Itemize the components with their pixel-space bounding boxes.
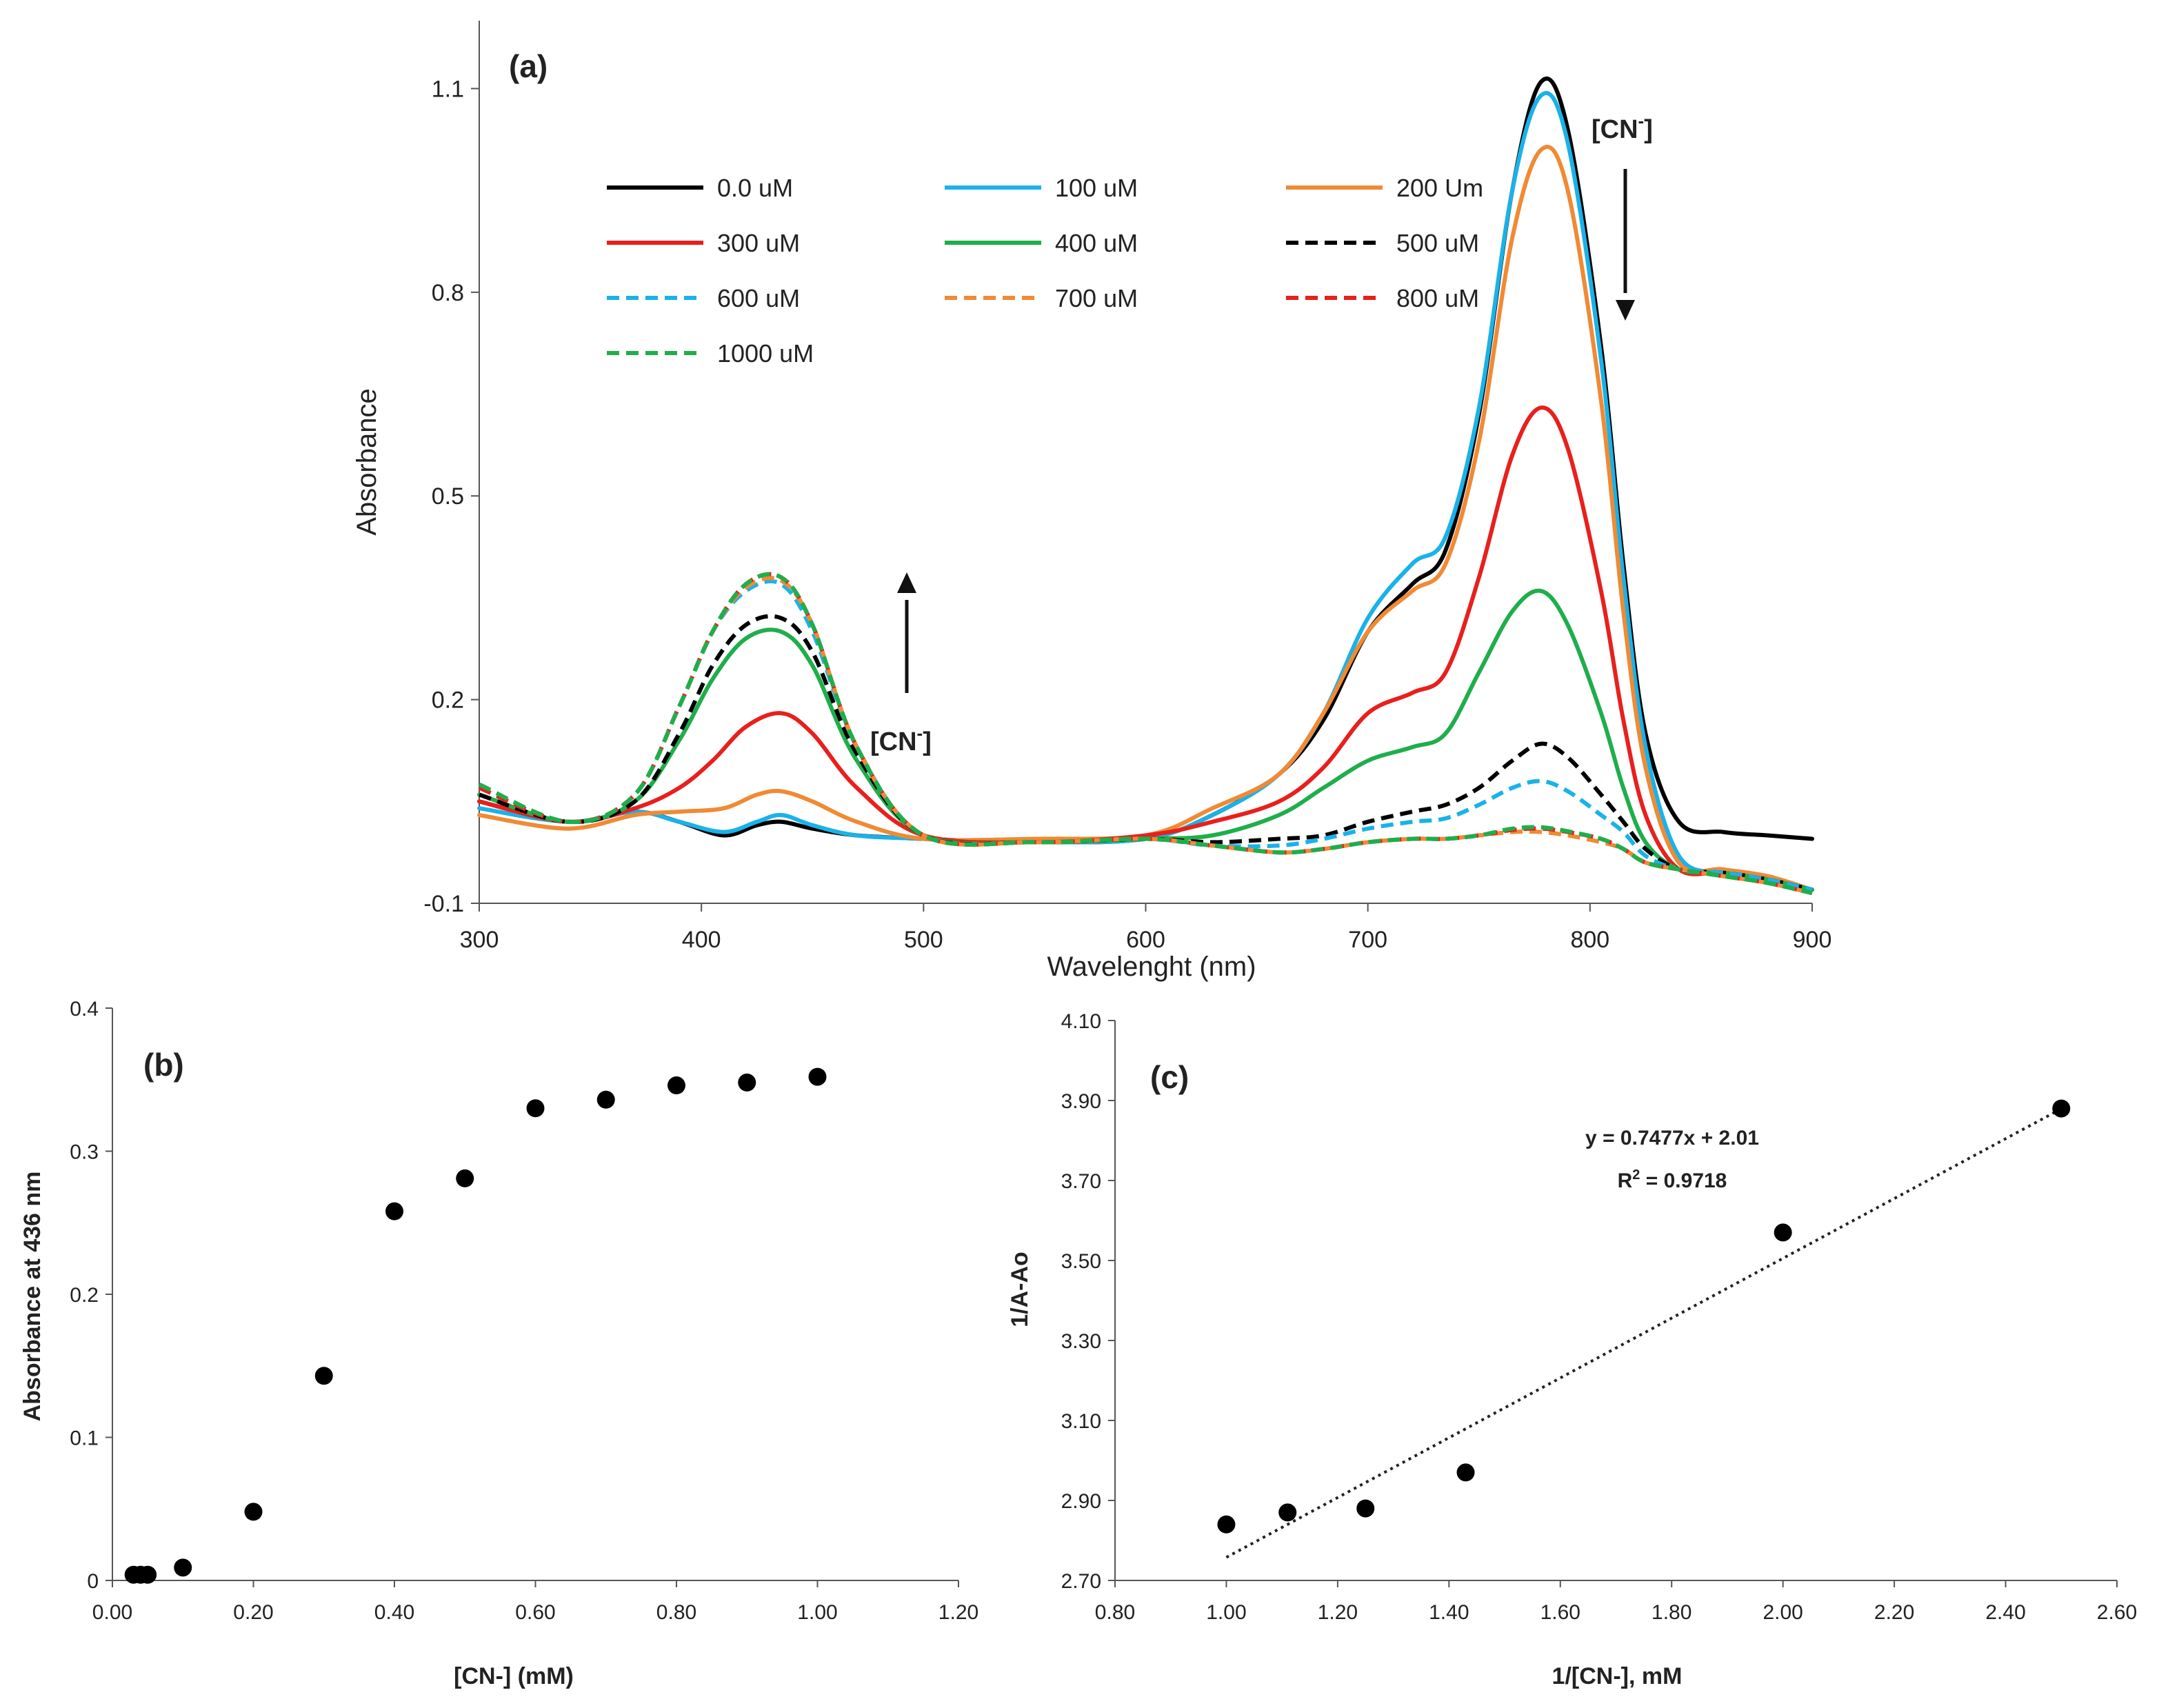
b-x-tick-label: 0.80 — [656, 1601, 696, 1624]
b-x-tick-label: 0.60 — [515, 1601, 555, 1624]
a-x-tick-label: 400 — [682, 927, 721, 953]
a-y-tick-label: 0.5 — [432, 483, 464, 510]
a-series-line — [479, 614, 1813, 892]
b-data-point — [314, 1367, 333, 1385]
b-data-point — [174, 1558, 192, 1577]
a-legend-label: 0.0 uM — [717, 174, 793, 202]
c-data-point — [1217, 1515, 1236, 1534]
c-y-tick-label: 3.50 — [1061, 1250, 1101, 1273]
b-data-point — [456, 1169, 474, 1187]
a-legend-label: 1000 uM — [717, 339, 814, 368]
b-y-tick-label: 0.2 — [70, 1284, 99, 1307]
b-x-tick-label: 1.00 — [797, 1601, 837, 1624]
a-x-tick-label: 600 — [1126, 927, 1165, 953]
c-data-point — [1278, 1503, 1297, 1522]
a-legend-label: 400 uM — [1055, 229, 1138, 257]
c-data-point — [1356, 1499, 1375, 1518]
b-data-point — [244, 1503, 263, 1521]
a-x-tick-label: 700 — [1348, 927, 1387, 953]
a-legend-label: 800 uM — [1396, 284, 1479, 312]
b-panel-label: (b) — [143, 1047, 184, 1083]
c-data-point — [1774, 1223, 1792, 1242]
a-series-line — [477, 90, 1814, 892]
c-x-tick-label: 1.80 — [1651, 1601, 1691, 1624]
c-y-tick-label: 2.90 — [1061, 1490, 1101, 1513]
b-data-point — [139, 1565, 157, 1584]
b-y-tick-label: 0.1 — [70, 1427, 99, 1450]
c-y-tick-label: 3.90 — [1061, 1090, 1101, 1113]
c-data-point — [1456, 1463, 1475, 1482]
a-legend-label: 200 Um — [1396, 174, 1483, 202]
b-data-point — [526, 1099, 545, 1118]
c-y-tick-label: 3.30 — [1061, 1330, 1101, 1353]
a-y-tick-label: 0.2 — [432, 687, 464, 714]
b-data-point — [596, 1090, 615, 1109]
a-y-tick-label: 1.1 — [432, 76, 464, 102]
b-x-tick-label: 0.40 — [374, 1601, 414, 1624]
b-y-axis-title: Absorbance at 436 nm — [19, 1172, 46, 1422]
c-y-tick-label: 3.70 — [1061, 1170, 1101, 1193]
b-data-point — [738, 1073, 756, 1092]
a-x-axis-title: Wavelenght (nm) — [1047, 952, 1256, 982]
c-y-tick-label: 4.10 — [1061, 1010, 1101, 1033]
a-legend-label: 500 uM — [1396, 229, 1479, 257]
a-y-tick-label: 0.8 — [432, 280, 464, 306]
a-legend-label: 700 uM — [1055, 284, 1138, 312]
c-equation-label: y = 0.7477x + 2.01 — [1585, 1127, 1759, 1149]
c-x-tick-label: 1.60 — [1540, 1601, 1580, 1624]
c-x-tick-label: 1.00 — [1206, 1601, 1246, 1624]
a-y-tick-label: -0.1 — [423, 891, 464, 917]
c-x-axis-title: 1/[CN-], mM — [1552, 1663, 1683, 1689]
a-cn-label-lower: [CN-] — [870, 723, 932, 756]
a-y-axis-title: Absorbance — [352, 388, 382, 535]
b-data-point — [667, 1076, 685, 1095]
b-x-tick-label: 0.00 — [92, 1601, 132, 1624]
a-arrow-up-head — [897, 572, 916, 593]
c-x-tick-label: 2.20 — [1874, 1601, 1914, 1624]
a-series-line — [478, 576, 1813, 896]
panel-b-scatter-chart: 0 0.1 0.2 0.3 0.4 0.00 0.20 0.40 0.60 0.80 1.00 1.2… — [19, 998, 978, 1689]
c-x-tick-label: 1.20 — [1318, 1601, 1358, 1624]
a-x-tick-label: 500 — [904, 927, 943, 953]
b-x-axis-title: [CN-] (mM) — [454, 1663, 574, 1689]
panel-c-linear-fit-chart: 2.70 2.90 3.10 3.30 3.50 3.70 3.90 4.10 0.80 1.00… — [1007, 1010, 2137, 1689]
panel-a-line-chart: -0.1 0.2 0.5 0.8 1.1 300 400 500 600 700 800 900 Wav… — [352, 21, 1831, 982]
a-cn-label-upper: [CN-] — [1591, 110, 1653, 144]
a-arrow-down-head — [1616, 300, 1635, 321]
c-y-axis-title: 1/A-Ao — [1007, 1252, 1033, 1327]
a-series-line — [477, 405, 1814, 892]
a-legend-label: 300 uM — [717, 229, 800, 257]
b-data-point — [808, 1067, 827, 1086]
a-x-tick-label: 900 — [1793, 927, 1832, 953]
c-y-tick-label: 3.10 — [1061, 1410, 1101, 1433]
a-series-line — [477, 145, 1814, 892]
a-panel-label: (a) — [509, 48, 548, 84]
a-series-line — [477, 588, 1814, 892]
a-series-line — [478, 572, 1813, 896]
c-data-point — [2052, 1099, 2071, 1118]
b-data-point — [385, 1202, 403, 1220]
c-r2-label: R2 = 0.9718 — [1618, 1167, 1727, 1192]
b-y-tick-label: 0.4 — [70, 998, 99, 1021]
a-legend-label: 100 uM — [1055, 174, 1138, 202]
b-x-tick-label: 0.20 — [233, 1601, 273, 1624]
a-x-tick-label: 800 — [1570, 927, 1609, 953]
c-x-tick-label: 2.60 — [2097, 1601, 2137, 1624]
c-x-tick-label: 2.40 — [1985, 1601, 2025, 1624]
b-y-tick-label: 0.3 — [70, 1141, 99, 1164]
c-y-tick-label: 2.70 — [1061, 1570, 1101, 1593]
c-x-tick-label: 0.80 — [1095, 1601, 1135, 1624]
a-x-tick-label: 300 — [460, 927, 499, 953]
b-y-tick-label: 0 — [87, 1570, 99, 1593]
c-panel-label: (c) — [1150, 1059, 1189, 1095]
b-x-tick-label: 1.20 — [938, 1601, 978, 1624]
a-legend-label: 600 uM — [717, 284, 800, 312]
c-x-tick-label: 1.40 — [1429, 1601, 1469, 1624]
c-x-tick-label: 2.00 — [1763, 1601, 1802, 1624]
